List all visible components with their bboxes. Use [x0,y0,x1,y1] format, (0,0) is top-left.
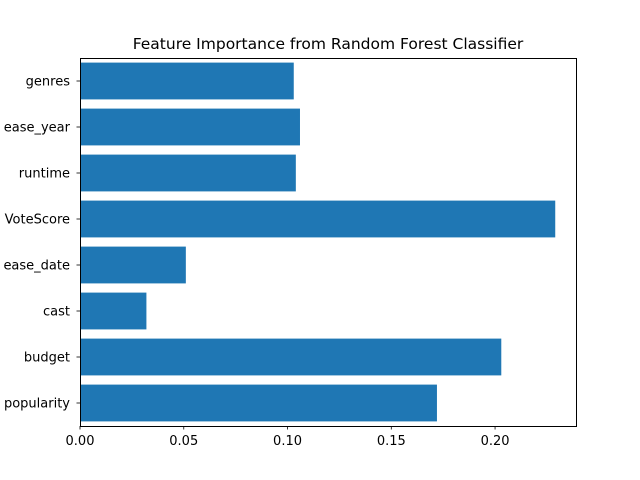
x-tick-label: 0.20 [481,434,510,449]
bar-genres [80,62,294,100]
y-tick-label: budget [24,351,70,366]
y-tick-label: genres [26,75,71,90]
x-tick-label: 0.15 [377,434,406,449]
y-tick-label: cast [43,305,70,320]
bar-popularity [80,384,437,422]
x-tick-label: 0.00 [66,434,95,449]
chart-title: Feature Importance from Random Forest Cl… [133,35,524,53]
bar-runtime [80,154,296,192]
bar-budget [80,338,502,376]
bar-release-date [80,246,186,284]
y-tick-label: ease_year [4,121,71,136]
y-tick-label: popularity [4,397,70,412]
x-tick-label: 0.10 [273,434,302,449]
y-axis: popularity budget cast ease_date VoteScore ru… [3,75,80,412]
x-tick-label: 0.05 [169,434,198,449]
bars-group [80,62,556,422]
y-tick-label: VoteScore [5,213,70,228]
bar-release-year [80,108,300,146]
y-tick-label: runtime [19,167,70,182]
plot-frame [80,58,577,427]
y-tick-label: ease_date [3,259,70,274]
bar-votescore [80,200,556,238]
x-axis: 0.00 0.05 0.10 0.15 0.20 [66,426,510,449]
bar-cast [80,292,147,330]
